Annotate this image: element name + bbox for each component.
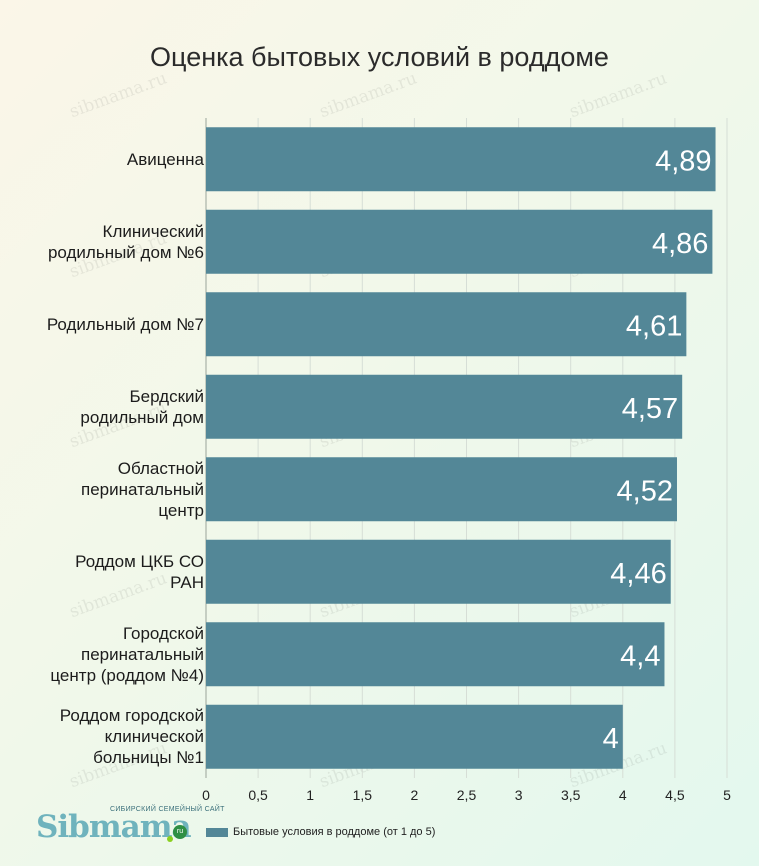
data-label: 4 [603,723,619,755]
x-tick-label: 4 [619,787,627,803]
x-tick-label: 0 [202,787,210,803]
watermark-text: sibmama.ru [317,68,420,122]
x-tick-label: 1 [306,787,314,803]
logo-name: Sibmama [36,809,192,845]
bar [206,374,683,439]
category-label: Родильный дом №7 [46,314,204,334]
category-label: Бердский родильный дом [80,386,204,427]
category-label: Авиценна [126,149,204,169]
bar [206,704,623,769]
x-tick-label: 2 [411,787,419,803]
bar [206,292,687,357]
bar [206,622,665,687]
data-label: 4,89 [655,145,711,177]
logo-suffix: ru [173,825,187,839]
data-label: 4,61 [626,310,682,342]
category-label: Клинический родильный дом №6 [47,221,204,262]
legend-label: Бытовые условия в роддоме (от 1 до 5) [233,826,436,838]
legend-swatch [206,827,228,837]
watermark-text: sibmama.ru [567,68,670,122]
chart-title: Оценка бытовых условий в роддоме [150,42,609,72]
data-label: 4,52 [617,475,673,507]
watermark-text: sibmama.ru [67,68,170,122]
x-tick-label: 3 [515,787,523,803]
logo-tagline: СИБИРСКИЙ СЕМЕЙНЫЙ САЙТ [110,806,225,813]
x-tick-label: 0,5 [248,787,268,803]
x-tick-label: 2,5 [457,787,477,803]
legend: Бытовые условия в роддоме (от 1 до 5) [206,826,435,838]
sibmama-logo: СИБИРСКИЙ СЕМЕЙНЫЙ САЙТ Sibmama ru [36,806,224,854]
x-tick-label: 5 [723,787,731,803]
bar [206,127,716,192]
category-label: Областной перинатальный центр [80,458,204,520]
data-label: 4,4 [620,640,660,672]
x-tick-label: 1,5 [353,787,373,803]
logo-dot-icon [167,836,173,842]
data-label: 4,57 [622,393,678,425]
category-label: Роддом городской клинической больницы №1 [59,706,204,768]
x-tick-label: 4,5 [665,787,685,803]
data-label: 4,46 [610,558,666,590]
x-tick-label: 3,5 [561,787,581,803]
category-label: Роддом ЦКБ СО РАН [75,551,204,592]
category-label: Городской перинатальный центр (роддом №4… [50,623,204,685]
bar [206,209,713,274]
bar [206,539,671,604]
bar [206,457,677,522]
data-label: 4,86 [652,228,708,260]
